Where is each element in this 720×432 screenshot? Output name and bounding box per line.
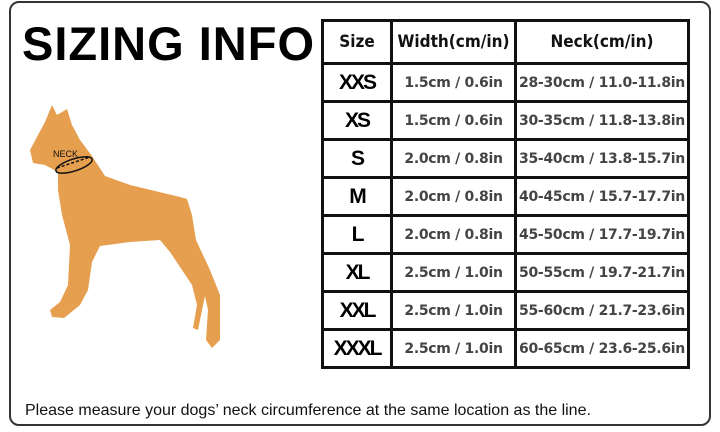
neck-cell: 40-45cm / 15.7-17.7in [514, 176, 690, 217]
width-cell: 1.5cm / 0.6in [390, 100, 517, 141]
dog-silhouette-diagram: NECK [30, 105, 220, 348]
size-cell: L [321, 214, 393, 255]
width-cell: 1.5cm / 0.6in [390, 62, 517, 103]
neck-label: NECK [53, 149, 78, 159]
size-cell: XXXL [321, 328, 393, 369]
header-neck: Neck(cm/in) [514, 19, 690, 65]
neck-cell: 28-30cm / 11.0-11.8in [514, 62, 690, 103]
table-row: XXS 1.5cm / 0.6in 28-30cm / 11.0-11.8in [321, 62, 690, 103]
sizing-table: Size Width(cm/in) Neck(cm/in) XXS 1.5cm /… [321, 19, 690, 369]
width-cell: 2.0cm / 0.8in [390, 214, 517, 255]
neck-measure-dash [56, 156, 91, 169]
width-cell: 2.0cm / 0.8in [390, 176, 517, 217]
neck-cell: 45-50cm / 17.7-19.7in [514, 214, 690, 255]
table-row: XXXL 2.5cm / 1.0in 60-65cm / 23.6-25.6in [321, 328, 690, 369]
width-cell: 2.5cm / 1.0in [390, 328, 517, 369]
measurement-note: Please measure your dogs’ neck circumfer… [25, 402, 591, 419]
width-cell: 2.5cm / 1.0in [390, 290, 517, 331]
page-title: SIZING INFO [22, 17, 315, 70]
size-cell: S [321, 138, 393, 179]
neck-cell: 30-35cm / 11.8-13.8in [514, 100, 690, 141]
size-cell: XXS [321, 62, 393, 103]
header-size: Size [321, 19, 393, 65]
neck-cell: 60-65cm / 23.6-25.6in [514, 328, 690, 369]
neck-measure-line [55, 156, 93, 174]
header-width: Width(cm/in) [390, 19, 517, 65]
table-row: S 2.0cm / 0.8in 35-40cm / 13.8-15.7in [321, 138, 690, 179]
neck-cell: 35-40cm / 13.8-15.7in [514, 138, 690, 179]
table-row: XL 2.5cm / 1.0in 50-55cm / 19.7-21.7in [321, 252, 690, 293]
table-header-row: Size Width(cm/in) Neck(cm/in) [321, 19, 690, 65]
size-cell: XL [321, 252, 393, 293]
size-cell: XXL [321, 290, 393, 331]
size-cell: M [321, 176, 393, 217]
neck-cell: 50-55cm / 19.7-21.7in [514, 252, 690, 293]
width-cell: 2.5cm / 1.0in [390, 252, 517, 293]
size-cell: XS [321, 100, 393, 141]
table-row: XS 1.5cm / 0.6in 30-35cm / 11.8-13.8in [321, 100, 690, 141]
table-row: XXL 2.5cm / 1.0in 55-60cm / 21.7-23.6in [321, 290, 690, 331]
width-cell: 2.0cm / 0.8in [390, 138, 517, 179]
neck-cell: 55-60cm / 21.7-23.6in [514, 290, 690, 331]
dog-silhouette [30, 105, 220, 348]
table-row: M 2.0cm / 0.8in 40-45cm / 15.7-17.7in [321, 176, 690, 217]
card-frame [9, 1, 711, 426]
table-row: L 2.0cm / 0.8in 45-50cm / 17.7-19.7in [321, 214, 690, 255]
